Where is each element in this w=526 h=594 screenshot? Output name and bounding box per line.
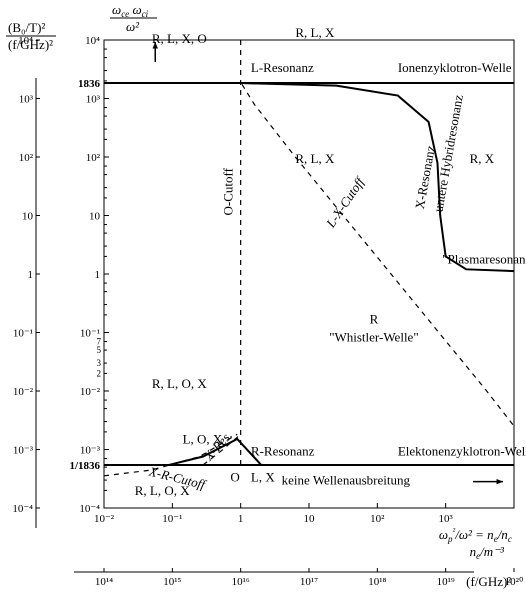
- svg-text:3: 3: [97, 358, 102, 368]
- svg-text:5: 5: [97, 345, 102, 355]
- svg-text:10¹⁹: 10¹⁹: [437, 576, 455, 588]
- svg-text:10⁻⁴: 10⁻⁴: [79, 503, 100, 515]
- svg-text:10³: 10³: [19, 94, 34, 106]
- svg-text:10¹⁴: 10¹⁴: [95, 576, 113, 588]
- svg-text:10²: 10²: [370, 513, 385, 525]
- svg-text:ω²: ω²: [126, 19, 140, 34]
- svg-text:10: 10: [89, 211, 101, 223]
- label-o_cut: O-Cutoff: [220, 167, 235, 215]
- label-whist_R: R: [370, 312, 379, 327]
- svg-text:10³: 10³: [439, 513, 454, 525]
- svg-text:10³: 10³: [86, 94, 101, 106]
- svg-text:2: 2: [97, 368, 102, 378]
- svg-text:10⁻³: 10⁻³: [13, 445, 34, 457]
- label-keine: keine Wellenausbreitung: [282, 473, 411, 488]
- label-L_res: L-Resonanz: [251, 60, 314, 75]
- svg-text:10⁻²: 10⁻²: [13, 386, 34, 398]
- label-r3: R, L, X: [295, 151, 335, 166]
- svg-text:10¹⁶: 10¹⁶: [232, 576, 250, 588]
- label-O: O: [230, 470, 239, 485]
- label-r1: R, L, X, O: [152, 31, 207, 46]
- svg-text:10²: 10²: [86, 152, 101, 164]
- label-ion: Ionenzyklotron-Welle: [398, 60, 512, 75]
- svg-text:10⁻¹: 10⁻¹: [13, 328, 33, 340]
- label-r7: L, X: [251, 470, 275, 485]
- label-lx_cut: L-X-Cutoff: [322, 173, 368, 231]
- svg-text:10¹⁸: 10¹⁸: [368, 576, 386, 588]
- label-elek: Elektonenzyklotron-Welle: [398, 443, 526, 458]
- label-r4: R, X: [470, 151, 495, 166]
- svg-text:10⁻⁴: 10⁻⁴: [12, 503, 33, 515]
- svg-text:1: 1: [28, 269, 34, 281]
- label-plres: "Plasmaresonanz": [442, 251, 526, 266]
- x-inner-label: ωp²/ω² = ne/nc: [439, 526, 512, 544]
- svg-text:1836: 1836: [78, 78, 101, 90]
- svg-text:1: 1: [238, 513, 244, 525]
- svg-text:10⁻¹: 10⁻¹: [162, 513, 182, 525]
- svg-text:10: 10: [304, 513, 316, 525]
- svg-text:10: 10: [22, 211, 34, 223]
- svg-text:1: 1: [95, 269, 101, 281]
- label-r2: R, L, X: [295, 25, 335, 40]
- label-r5: R, L, O, X: [152, 376, 208, 391]
- svg-text:10⁻²: 10⁻²: [80, 386, 101, 398]
- svg-text:1/1836: 1/1836: [69, 460, 100, 472]
- svg-text:10⁴: 10⁴: [85, 35, 100, 47]
- svg-text:10¹⁵: 10¹⁵: [163, 576, 181, 588]
- label-whist: "Whistler-Welle": [329, 329, 418, 344]
- label-R_res: R-Resonanz: [251, 443, 315, 458]
- svg-text:10⁻³: 10⁻³: [80, 445, 101, 457]
- y-outer-label-top: (B₀/T)²: [8, 20, 45, 35]
- svg-text:10¹⁷: 10¹⁷: [300, 576, 318, 588]
- svg-text:(f/GHz)²: (f/GHz)²: [8, 37, 53, 52]
- svg-text:7: 7: [97, 337, 102, 347]
- svg-text:10²: 10²: [19, 152, 34, 164]
- y-inner-label: ωce ωci: [112, 2, 149, 19]
- x-mid-label: ne/m⁻³: [470, 544, 505, 561]
- cma-diagram: 10⁻² 10⁻¹ 1 10 10² 10³ 10⁻⁴ 10⁻³ 10⁻² 10⁻¹ 1 10 10² 1…: [0, 0, 526, 594]
- x-outer-label: (f/GHz)²: [466, 574, 511, 589]
